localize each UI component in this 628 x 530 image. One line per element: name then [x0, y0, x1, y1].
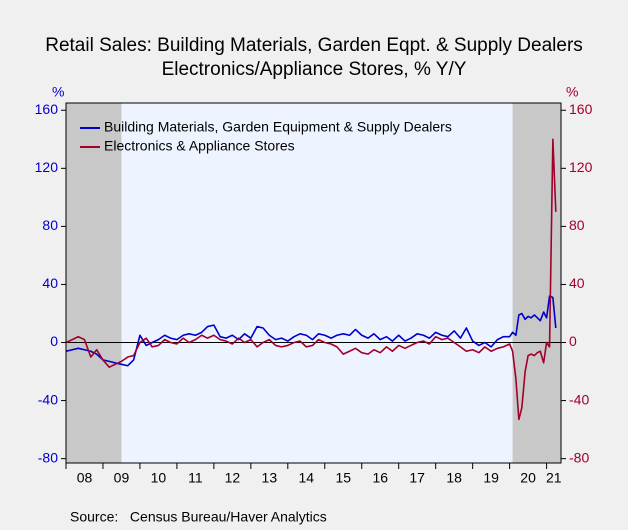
x-tick-label: 14	[299, 470, 315, 486]
y2-tick-label: 120	[569, 159, 593, 175]
x-tick-label: 10	[151, 470, 167, 486]
plot-layer	[66, 103, 561, 463]
x-tick-label: 19	[483, 470, 499, 486]
recession-shade	[66, 103, 122, 463]
y-axis-label: %	[52, 84, 64, 100]
y-tick-label: 120	[35, 159, 59, 175]
x-tick-label: 17	[409, 470, 425, 486]
source-note: Source: Census Bureau/Haver Analytics	[70, 509, 327, 525]
y-tick-label: 40	[42, 275, 58, 291]
y2-tick-label: 0	[569, 333, 577, 349]
x-tick-label: 08	[77, 470, 93, 486]
y2-axis-label: %	[566, 84, 578, 100]
series-line	[66, 138, 557, 421]
x-tick-label: 13	[262, 470, 278, 486]
x-tick-label: 09	[114, 470, 130, 486]
y-tick-label: -80	[38, 449, 58, 465]
series-line	[66, 295, 557, 367]
legend-label: Building Materials, Garden Equipment & S…	[104, 119, 452, 135]
y2-tick-label: -80	[569, 449, 589, 465]
y2-tick-label: -40	[569, 391, 589, 407]
y2-tick-label: 160	[569, 101, 593, 117]
chart-title: Retail Sales: Building Materials, Garden…	[45, 35, 583, 56]
x-tick-label: 15	[335, 470, 351, 486]
y-tick-label: 0	[50, 333, 58, 349]
x-tick-label: 20	[520, 470, 536, 486]
plot-frame	[65, 102, 562, 464]
y-tick-label: 80	[42, 217, 58, 233]
legend-label: Electronics & Appliance Stores	[104, 138, 295, 154]
y2-tick-label: 80	[569, 217, 585, 233]
chart-subtitle: Electronics/Appliance Stores, % Y/Y	[162, 59, 467, 80]
x-tick-label: 18	[446, 470, 462, 486]
plot-area	[66, 103, 561, 463]
y-tick-label: -40	[38, 391, 58, 407]
x-tick-label: 16	[372, 470, 388, 486]
x-tick-label: 21	[546, 470, 562, 486]
x-tick-label: 11	[188, 470, 203, 486]
y-tick-label: 160	[35, 101, 59, 117]
y2-tick-label: 40	[569, 275, 585, 291]
x-tick-label: 12	[225, 470, 241, 486]
